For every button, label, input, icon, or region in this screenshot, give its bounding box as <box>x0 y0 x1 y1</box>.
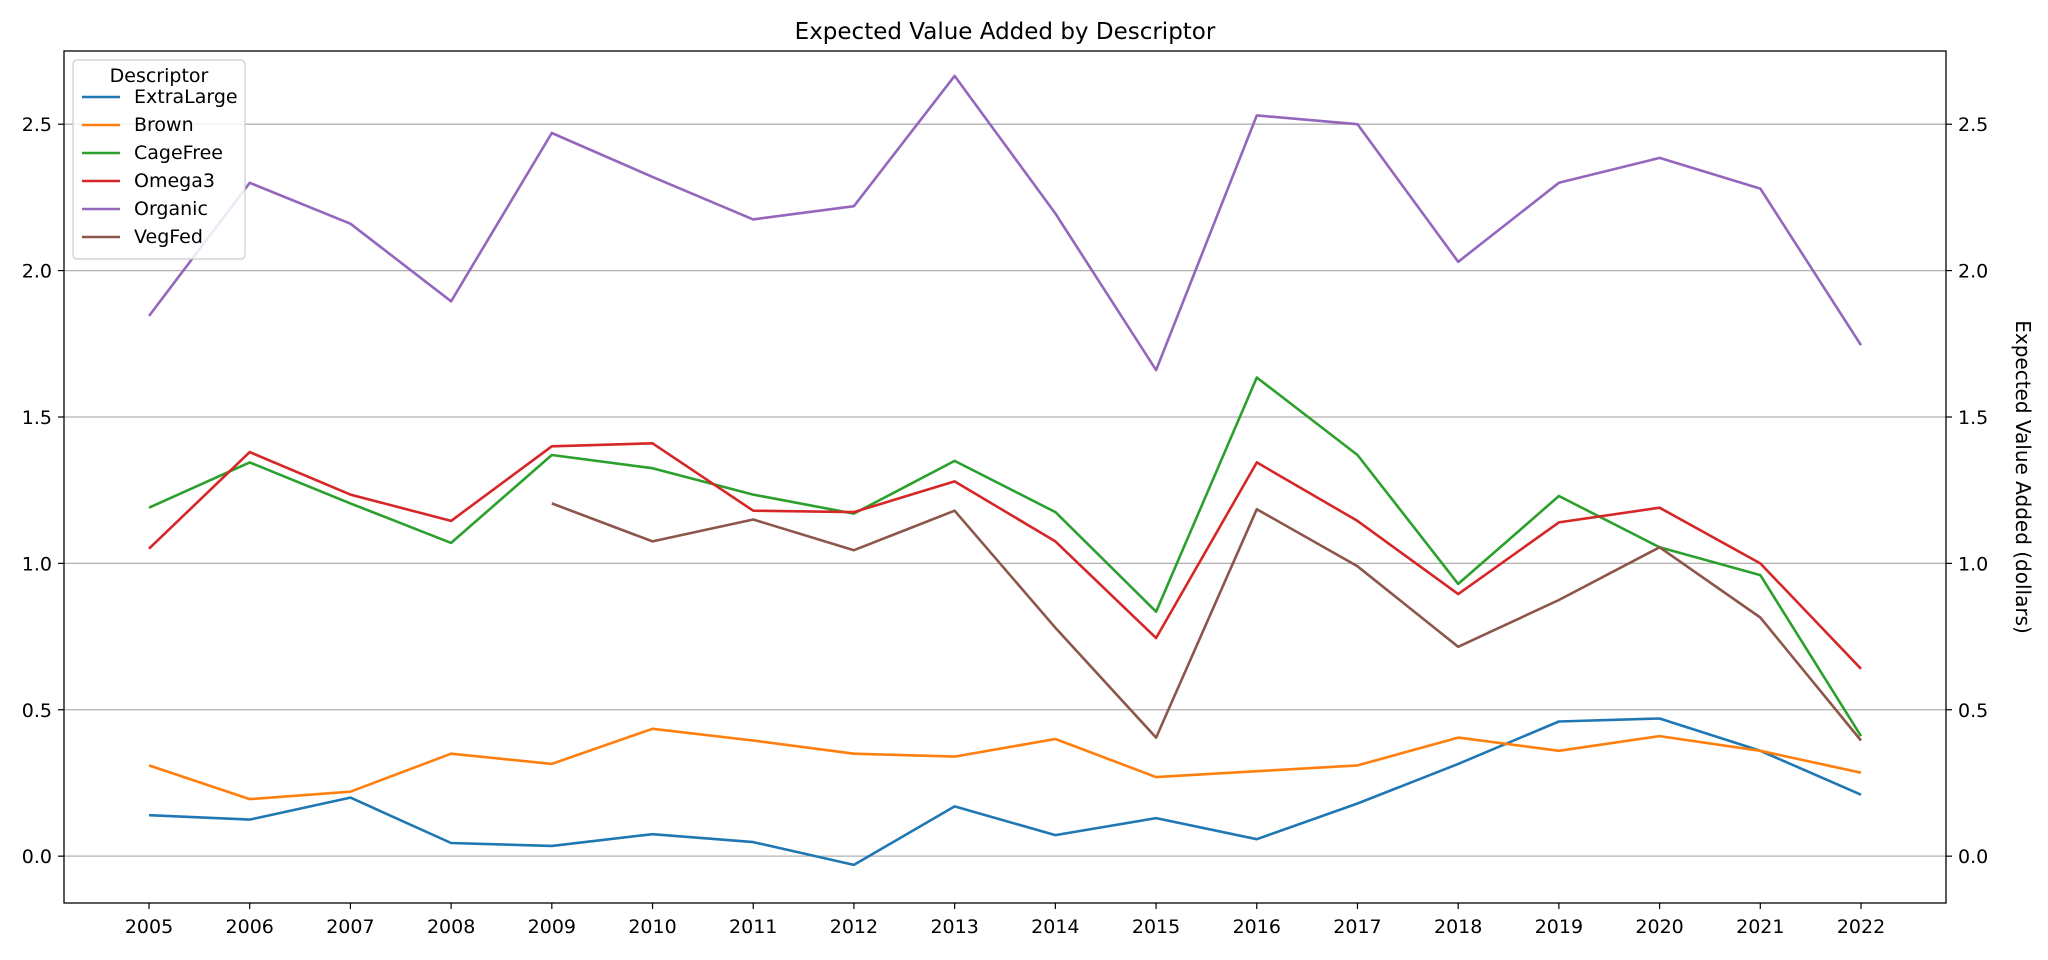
y-tick-label-right: 1.0 <box>1958 553 1988 575</box>
x-tick-label: 2005 <box>125 916 173 938</box>
y-tick-label-right: 0.0 <box>1958 846 1988 868</box>
x-tick-label: 2019 <box>1535 916 1583 938</box>
y-tick-label-left: 1.5 <box>22 407 52 429</box>
chart-title: Expected Value Added by Descriptor <box>795 19 1216 45</box>
y-tick-label-left: 2.5 <box>22 114 52 136</box>
y-tick-label-left: 1.0 <box>22 553 52 575</box>
legend-title: Descriptor <box>110 65 209 87</box>
x-tick-label: 2009 <box>528 916 576 938</box>
x-tick-label: 2017 <box>1333 916 1381 938</box>
x-tick-label: 2006 <box>226 916 274 938</box>
y-tick-label-left: 0.0 <box>22 846 52 868</box>
x-tick-label: 2018 <box>1434 916 1482 938</box>
series-line-organic <box>147 74 1863 372</box>
x-tick-label: 2014 <box>1031 916 1079 938</box>
x-tick-label: 2021 <box>1736 916 1784 938</box>
y-tick-label-right: 0.5 <box>1958 700 1988 722</box>
series-layer <box>147 74 1863 867</box>
y-tick-label-left: 2.0 <box>22 261 52 283</box>
y-tick-label-right: 2.0 <box>1958 261 1988 283</box>
series-line-brown <box>148 727 1862 801</box>
plot-frame <box>63 50 1947 904</box>
series-line-vegfed <box>551 502 1863 742</box>
x-tick-label: 2020 <box>1635 916 1683 938</box>
tick-layer: 0.0 0.0 0.5 0.5 1.0 1.0 1.5 1.5 2.0 2.0 2.5 2.5 2005… <box>22 114 1988 938</box>
x-tick-label: 2008 <box>427 916 475 938</box>
legend-items: ExtraLarge Brown CageFree Omega3 Organic VegF… <box>82 86 238 248</box>
series-line-cagefree <box>148 376 1863 737</box>
x-tick-label: 2022 <box>1837 916 1885 938</box>
legend-label-vegfed: VegFed <box>134 226 203 248</box>
legend-label-extralarge: ExtraLarge <box>134 86 238 108</box>
legend: Descriptor ExtraLarge Brown CageFree Omega3… <box>72 59 246 260</box>
y-tick-label-right: 2.5 <box>1958 114 1988 136</box>
y-tick-label-left: 0.5 <box>22 700 52 722</box>
x-tick-label: 2012 <box>830 916 878 938</box>
series-line-extralarge <box>148 717 1862 867</box>
x-tick-label: 2011 <box>729 916 777 938</box>
legend-label-omega3: Omega3 <box>134 170 215 192</box>
grid-layer <box>64 123 1946 857</box>
legend-label-cagefree: CageFree <box>134 142 223 164</box>
y-tick-label-right: 1.5 <box>1958 407 1988 429</box>
x-tick-label: 2007 <box>326 916 374 938</box>
legend-label-brown: Brown <box>134 114 194 136</box>
x-tick-label: 2015 <box>1132 916 1180 938</box>
y-axis-label: Expected Value Added (dollars) <box>2011 320 2035 634</box>
x-tick-label: 2013 <box>930 916 978 938</box>
x-tick-label: 2016 <box>1233 916 1281 938</box>
x-tick-label: 2010 <box>628 916 676 938</box>
legend-label-organic: Organic <box>134 198 208 220</box>
series-line-omega3 <box>148 442 1862 670</box>
